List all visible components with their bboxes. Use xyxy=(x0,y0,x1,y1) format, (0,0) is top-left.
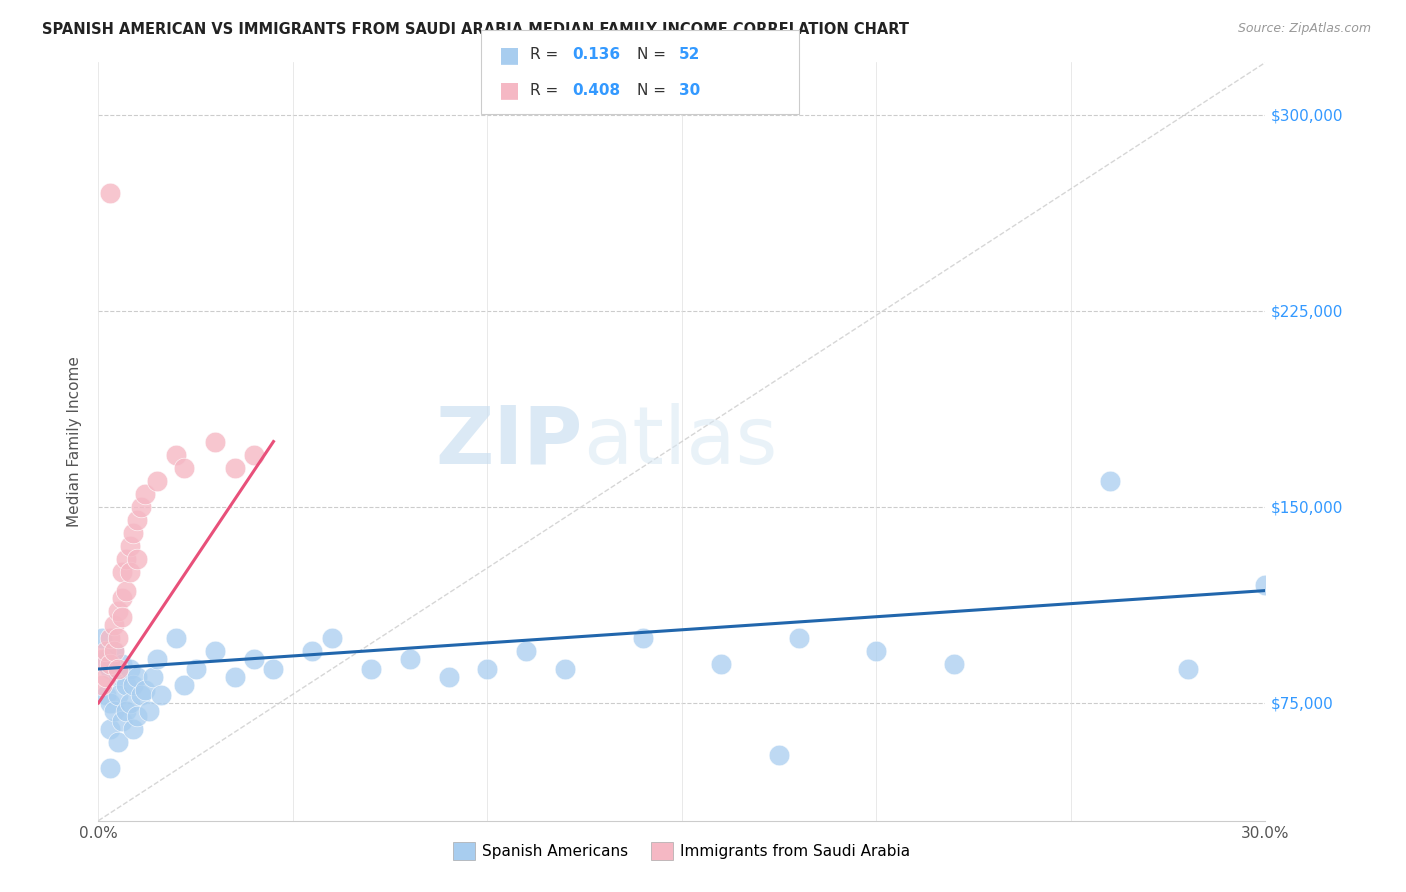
Point xyxy=(96,643,118,657)
Point xyxy=(301,643,323,657)
Point xyxy=(107,631,129,645)
Y-axis label: Median Family Income: Median Family Income xyxy=(67,356,83,527)
Point xyxy=(515,643,537,657)
Point xyxy=(134,682,156,697)
Point xyxy=(114,552,136,566)
Point xyxy=(127,670,149,684)
Point xyxy=(146,474,169,488)
Point xyxy=(96,670,118,684)
Point xyxy=(165,448,187,462)
Legend: Spanish Americans, Immigrants from Saudi Arabia: Spanish Americans, Immigrants from Saudi… xyxy=(447,836,917,866)
Point xyxy=(118,566,141,580)
Point xyxy=(114,704,136,718)
Point xyxy=(118,696,141,710)
Point xyxy=(710,657,733,671)
Text: N =: N = xyxy=(637,83,671,98)
Point xyxy=(360,662,382,676)
Text: 0.408: 0.408 xyxy=(572,83,620,98)
Text: atlas: atlas xyxy=(582,402,778,481)
Point xyxy=(107,662,129,676)
Point xyxy=(91,651,114,665)
Point xyxy=(224,670,246,684)
Point xyxy=(107,688,129,702)
Text: 0.136: 0.136 xyxy=(572,47,620,62)
Point xyxy=(129,688,152,702)
Text: 30: 30 xyxy=(679,83,700,98)
Point xyxy=(98,657,121,671)
Point xyxy=(1177,662,1199,676)
Point xyxy=(114,583,136,598)
Point xyxy=(107,605,129,619)
Point xyxy=(122,526,145,541)
Point xyxy=(96,651,118,665)
Point xyxy=(103,704,125,718)
Point xyxy=(103,643,125,657)
Point xyxy=(91,631,114,645)
Point xyxy=(107,670,129,684)
Point xyxy=(111,714,134,729)
Point xyxy=(142,670,165,684)
Point xyxy=(111,591,134,606)
Point xyxy=(107,735,129,749)
Point xyxy=(184,662,207,676)
Point xyxy=(554,662,576,676)
Point xyxy=(98,696,121,710)
Point xyxy=(103,643,125,657)
Point xyxy=(114,678,136,692)
Point xyxy=(204,643,226,657)
Point xyxy=(943,657,966,671)
Point xyxy=(149,688,172,702)
Point xyxy=(262,662,284,676)
Point xyxy=(129,500,152,514)
Point xyxy=(111,657,134,671)
Point xyxy=(1254,578,1277,592)
Point xyxy=(173,678,195,692)
Text: ■: ■ xyxy=(499,45,520,65)
Point xyxy=(865,643,887,657)
Point xyxy=(111,566,134,580)
Point xyxy=(173,460,195,475)
Point xyxy=(111,609,134,624)
Point xyxy=(98,186,121,201)
Point xyxy=(768,748,790,763)
Point xyxy=(127,552,149,566)
Point xyxy=(138,704,160,718)
Point xyxy=(98,662,121,676)
Text: N =: N = xyxy=(637,47,671,62)
Point xyxy=(118,539,141,553)
Point xyxy=(98,722,121,736)
Text: Source: ZipAtlas.com: Source: ZipAtlas.com xyxy=(1237,22,1371,36)
Text: ZIP: ZIP xyxy=(436,402,582,481)
Text: ■: ■ xyxy=(499,80,520,100)
Point xyxy=(98,631,121,645)
Point xyxy=(437,670,460,684)
Text: R =: R = xyxy=(530,47,564,62)
Text: R =: R = xyxy=(530,83,564,98)
Point xyxy=(224,460,246,475)
Point xyxy=(787,631,810,645)
Point xyxy=(98,761,121,775)
Point xyxy=(122,722,145,736)
Point xyxy=(134,487,156,501)
Point xyxy=(243,651,266,665)
Point xyxy=(398,651,420,665)
Point xyxy=(146,651,169,665)
Text: SPANISH AMERICAN VS IMMIGRANTS FROM SAUDI ARABIA MEDIAN FAMILY INCOME CORRELATIO: SPANISH AMERICAN VS IMMIGRANTS FROM SAUD… xyxy=(42,22,910,37)
Point xyxy=(204,434,226,449)
Point xyxy=(103,617,125,632)
Point xyxy=(243,448,266,462)
Text: 52: 52 xyxy=(679,47,700,62)
Point xyxy=(631,631,654,645)
Point xyxy=(477,662,499,676)
Point xyxy=(1098,474,1121,488)
Point xyxy=(96,688,118,702)
Point xyxy=(127,513,149,527)
Point xyxy=(122,678,145,692)
Point xyxy=(118,662,141,676)
Point xyxy=(127,709,149,723)
Point xyxy=(321,631,343,645)
Point xyxy=(91,678,114,692)
Point xyxy=(165,631,187,645)
